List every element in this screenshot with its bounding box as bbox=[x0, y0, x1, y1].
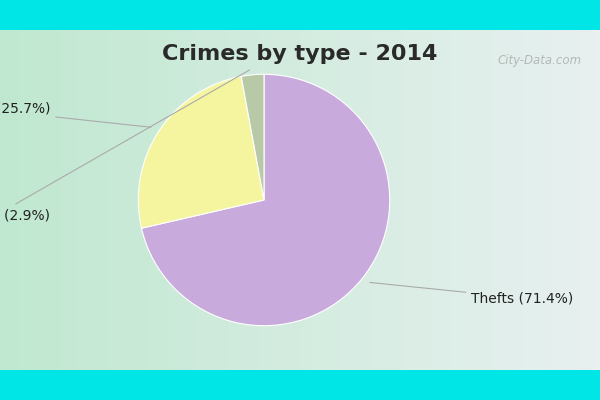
Text: City-Data.com: City-Data.com bbox=[498, 54, 582, 67]
Text: Thefts (71.4%): Thefts (71.4%) bbox=[370, 282, 574, 305]
Wedge shape bbox=[138, 76, 264, 228]
Text: Crimes by type - 2014: Crimes by type - 2014 bbox=[163, 44, 437, 64]
Text: Burglaries (25.7%): Burglaries (25.7%) bbox=[0, 102, 151, 127]
Text: Assaults (2.9%): Assaults (2.9%) bbox=[0, 70, 250, 222]
Wedge shape bbox=[142, 74, 390, 326]
Wedge shape bbox=[241, 74, 264, 200]
